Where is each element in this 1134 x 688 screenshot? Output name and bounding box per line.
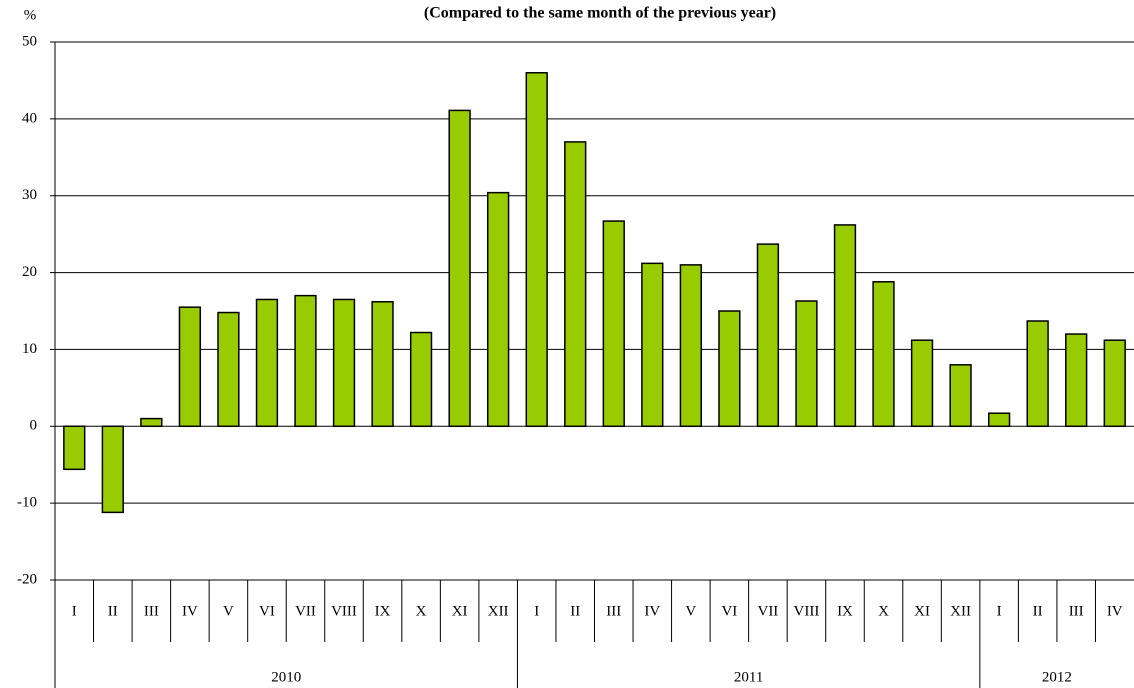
- x-tick-label: II: [1033, 603, 1043, 619]
- x-tick-label: V: [223, 603, 234, 619]
- y-tick-label: -20: [17, 571, 37, 587]
- bar: [63, 425, 86, 471]
- bar: [641, 262, 664, 428]
- bar: [987, 412, 1011, 428]
- x-tick-label: I: [534, 603, 539, 619]
- x-tick-label: VIII: [794, 603, 820, 619]
- bar: [872, 281, 895, 428]
- bar: [795, 300, 818, 428]
- bar: [602, 220, 625, 428]
- bar: [371, 301, 394, 428]
- x-tick-label: IX: [375, 603, 391, 619]
- x-tick-label: VIII: [331, 603, 357, 619]
- y-tick-label: 40: [22, 110, 37, 126]
- y-tick-label: -10: [17, 495, 37, 511]
- x-tick-label: IV: [644, 603, 660, 619]
- bar: [910, 339, 934, 428]
- x-group-label: 2012: [1042, 669, 1072, 685]
- bar: [1065, 333, 1088, 428]
- bar: [409, 331, 433, 428]
- bar: [564, 141, 587, 428]
- bar: [1103, 339, 1126, 428]
- x-tick-label: VI: [259, 603, 275, 619]
- x-tick-label: VII: [295, 603, 316, 619]
- bar: [487, 191, 510, 428]
- x-tick-label: II: [570, 603, 580, 619]
- bar: [448, 109, 471, 428]
- bar: [294, 294, 317, 428]
- x-tick-label: X: [878, 603, 889, 619]
- x-tick-label: XII: [950, 603, 971, 619]
- x-tick-label: II: [108, 603, 118, 619]
- bar: [756, 243, 780, 428]
- bar: [525, 71, 548, 428]
- y-tick-label: 50: [22, 33, 37, 49]
- bar: [833, 224, 857, 428]
- y-axis-label: %: [24, 7, 37, 23]
- x-tick-label: XII: [488, 603, 509, 619]
- x-tick-label: V: [685, 603, 696, 619]
- x-tick-label: IX: [837, 603, 853, 619]
- y-tick-label: 10: [22, 341, 37, 357]
- bar: [332, 298, 356, 428]
- bar: [217, 311, 240, 428]
- x-tick-label: III: [606, 603, 621, 619]
- x-tick-label: III: [1069, 603, 1084, 619]
- chart-title: (Compared to the same month of the previ…: [424, 5, 776, 22]
- x-tick-label: IV: [1107, 603, 1123, 619]
- x-tick-label: VI: [721, 603, 737, 619]
- bar: [140, 417, 163, 428]
- x-tick-label: I: [72, 603, 77, 619]
- x-tick-label: I: [997, 603, 1002, 619]
- y-tick-label: 0: [30, 418, 38, 434]
- bar: [255, 298, 279, 428]
- bar: [101, 425, 124, 514]
- x-tick-label: VII: [757, 603, 778, 619]
- bar: [1026, 320, 1049, 428]
- x-tick-label: XI: [914, 603, 930, 619]
- x-tick-label: XI: [452, 603, 468, 619]
- bar: [718, 310, 741, 428]
- x-tick-label: IV: [182, 603, 198, 619]
- x-tick-label: X: [416, 603, 427, 619]
- bar: [949, 364, 972, 428]
- x-group-label: 2010: [271, 669, 301, 685]
- bar: [679, 264, 702, 428]
- y-tick-label: 20: [22, 264, 37, 280]
- bar: [178, 306, 202, 428]
- x-group-label: 2011: [734, 669, 763, 685]
- y-tick-label: 30: [22, 187, 37, 203]
- x-tick-label: III: [144, 603, 159, 619]
